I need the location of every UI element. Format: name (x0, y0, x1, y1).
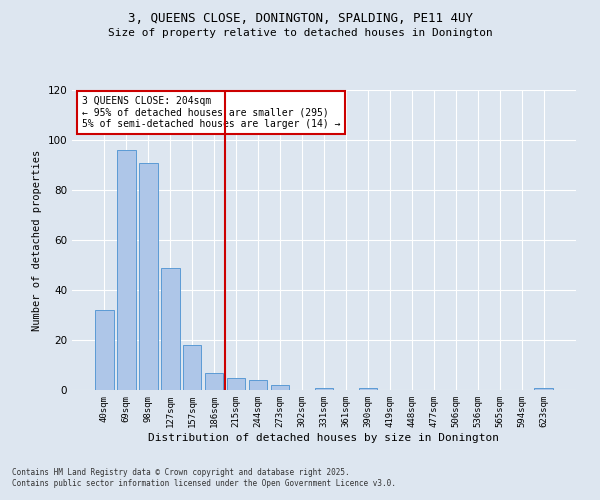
Bar (161, 268, 179, 390)
Bar (205, 372, 223, 390)
Bar (139, 162, 158, 390)
Bar (535, 388, 553, 390)
Bar (227, 378, 245, 390)
Bar (271, 385, 289, 390)
Text: Size of property relative to detached houses in Donington: Size of property relative to detached ho… (107, 28, 493, 38)
Bar (249, 380, 268, 390)
Text: 3 QUEENS CLOSE: 204sqm
← 95% of detached houses are smaller (295)
5% of semi-det: 3 QUEENS CLOSE: 204sqm ← 95% of detached… (82, 96, 341, 129)
Bar (117, 150, 136, 390)
Bar (183, 345, 202, 390)
Text: Contains HM Land Registry data © Crown copyright and database right 2025.
Contai: Contains HM Land Registry data © Crown c… (12, 468, 396, 487)
Y-axis label: Number of detached properties: Number of detached properties (32, 150, 42, 330)
Bar (359, 388, 377, 390)
Bar (95, 310, 113, 390)
X-axis label: Distribution of detached houses by size in Donington: Distribution of detached houses by size … (149, 432, 499, 442)
Text: 3, QUEENS CLOSE, DONINGTON, SPALDING, PE11 4UY: 3, QUEENS CLOSE, DONINGTON, SPALDING, PE… (128, 12, 473, 26)
Bar (314, 388, 334, 390)
